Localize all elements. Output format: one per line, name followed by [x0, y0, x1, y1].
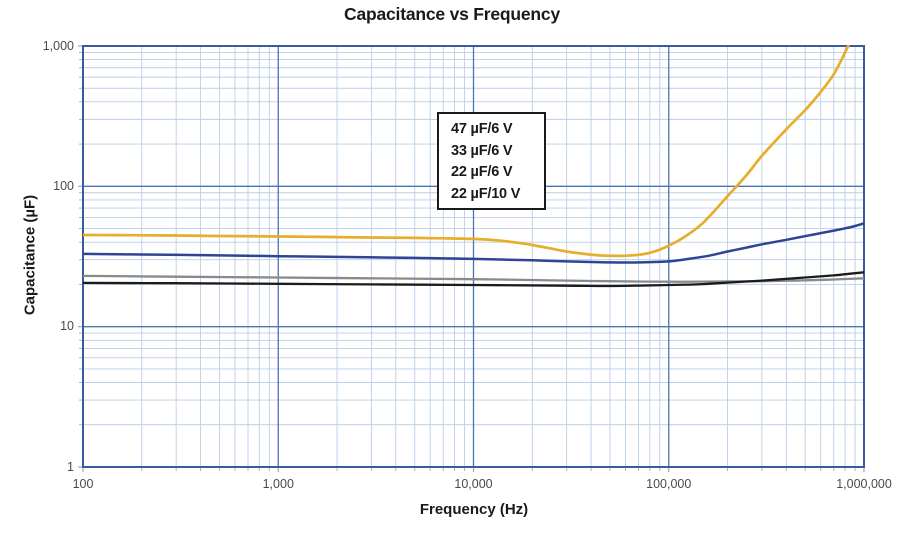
y-tick-label: 1: [67, 459, 74, 474]
legend-item: 47 µF/6 V: [451, 121, 513, 137]
x-tick-label: 100: [72, 477, 94, 491]
y-tick-label: 100: [53, 178, 74, 193]
legend-item: 33 µF/6 V: [451, 142, 513, 159]
legend-item: 22 µF/6 V: [451, 164, 513, 180]
series-curve: [83, 45, 851, 258]
legend-item: 22 µF/10 V: [451, 185, 521, 202]
legend-box: 47 µF/6 V 33 µF/6 V 22 µF/6 V 22 µF/10 V: [437, 112, 546, 210]
x-tick-label: 100,000: [646, 477, 692, 491]
y-tick-label: 10: [60, 319, 74, 334]
y-tick-label: 1,000: [42, 38, 74, 53]
x-tick-label: 10,000: [454, 477, 493, 491]
y-axis-title: Capacitance (µF): [21, 194, 39, 316]
x-tick-label: 1,000: [262, 477, 294, 491]
x-axis-title: Frequency (Hz): [419, 501, 529, 518]
series-curve: [83, 271, 864, 288]
x-tick-label: 1,000,000: [836, 477, 892, 491]
chart-title: Capacitance vs Frequency: [344, 4, 560, 24]
series-curve: [83, 222, 864, 264]
series-curve: [83, 274, 864, 283]
